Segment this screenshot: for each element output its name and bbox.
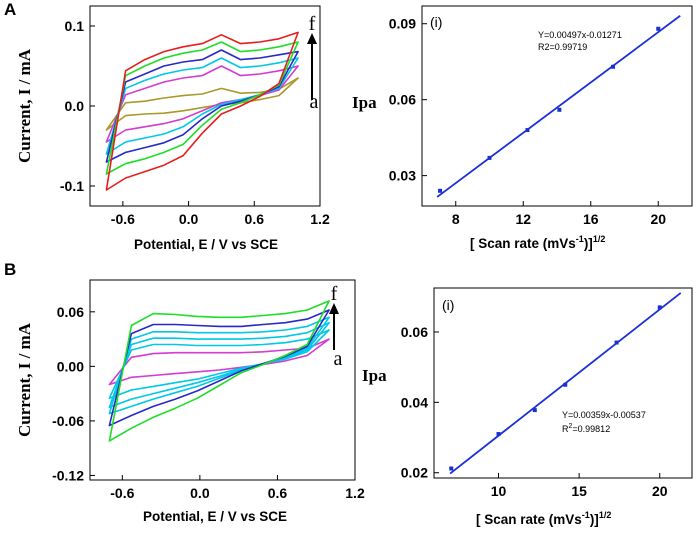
y-tick-label: 0.04 bbox=[401, 394, 428, 410]
x-tick-label: 12 bbox=[515, 211, 531, 227]
fit-r2: R2=0.99719 bbox=[538, 42, 587, 52]
data-point bbox=[614, 340, 619, 345]
y-axis-label: Current, I / mA bbox=[15, 48, 34, 163]
x-tick-label: 16 bbox=[583, 211, 599, 227]
panel-label-a: A bbox=[4, 0, 16, 19]
fit-equation: Y=0.00359x-0.00537 bbox=[562, 410, 646, 420]
data-point bbox=[487, 155, 492, 160]
y-tick-label: -0.06 bbox=[52, 413, 84, 429]
data-point bbox=[557, 107, 562, 112]
y-tick-label: 0.06 bbox=[389, 92, 416, 108]
cv-curves bbox=[105, 31, 299, 191]
cv-curve-d bbox=[105, 49, 299, 163]
data-point bbox=[496, 432, 501, 437]
cv-curve-f bbox=[108, 300, 330, 442]
data-point bbox=[656, 26, 661, 31]
x-axis-label: Potential, E / V vs SCE bbox=[143, 509, 287, 524]
cv-curve-f bbox=[105, 31, 299, 191]
x-tick-label: 20 bbox=[650, 211, 666, 227]
cv-curve-a bbox=[105, 77, 299, 131]
x-axis-label: [ Scan rate (mVs-1)]1/2 bbox=[470, 234, 605, 251]
plot-frame bbox=[433, 287, 693, 479]
x-tick-label: 0.0 bbox=[179, 211, 199, 227]
x-tick-label: 8 bbox=[452, 211, 460, 227]
panel-tag: (i) bbox=[442, 297, 454, 313]
x-tick-label: -0.6 bbox=[111, 211, 135, 227]
y-tick-label: 0.06 bbox=[57, 304, 84, 320]
y-tick-label: 0.03 bbox=[389, 168, 416, 184]
scan-label-bottom: a bbox=[334, 348, 343, 370]
chart-a-fit: 8 12 16 20 0.03 0.06 0.09 Ipa (i) Y=0.00497x-0… bbox=[352, 5, 693, 251]
x-tick-label: -0.6 bbox=[110, 485, 134, 501]
cv-curve-b bbox=[108, 329, 330, 399]
x-axis-label: [ Scan rate (mVs-1)]1/2 bbox=[476, 510, 611, 527]
x-tick-label: 0.6 bbox=[245, 211, 265, 227]
y-axis-label: Current, I / mA bbox=[15, 322, 34, 437]
axis-ticks: 8 12 16 20 0.03 0.06 0.09 bbox=[389, 16, 666, 227]
y-tick-label: 0.09 bbox=[389, 16, 416, 32]
x-axis-label: Potential, E / V vs SCE bbox=[134, 237, 278, 252]
y-tick-label: 0.0 bbox=[65, 98, 85, 114]
y-tick-label: 0.1 bbox=[65, 18, 85, 34]
scan-label-top: f bbox=[331, 283, 338, 305]
data-point bbox=[532, 408, 537, 413]
cv-curves bbox=[108, 300, 330, 442]
x-tick-label: 10 bbox=[491, 483, 507, 499]
fit-equation: Y=0.00497x-0.01271 bbox=[538, 30, 622, 40]
x-tick-label: 0.0 bbox=[190, 485, 210, 501]
data-point bbox=[611, 64, 616, 69]
axis-ticks: -0.6 0.0 0.6 1.2 0.1 0.0 -0.1 bbox=[60, 18, 330, 227]
axis-ticks: -0.6 0.0 0.6 1.2 0.06 0.00 -0.06 -0.12 bbox=[52, 304, 365, 501]
axis-ticks: 10 15 20 0.02 0.04 0.06 bbox=[401, 324, 668, 499]
arrow-head-icon bbox=[329, 303, 339, 314]
fit-r2: R2=0.99812 bbox=[562, 423, 610, 434]
y-tick-label: -0.12 bbox=[52, 467, 84, 483]
chart-b-cv: -0.6 0.0 0.6 1.2 0.06 0.00 -0.06 -0.12 Potentia… bbox=[15, 279, 365, 524]
panel-label-b: B bbox=[4, 260, 16, 279]
data-point bbox=[563, 382, 568, 387]
data-point bbox=[525, 128, 530, 133]
x-tick-label: 1.2 bbox=[345, 485, 365, 501]
cv-curve-a bbox=[108, 338, 330, 386]
y-tick-label: 0.02 bbox=[401, 465, 428, 481]
y-tick-label: 0.06 bbox=[401, 324, 428, 340]
y-axis-label: Ipa bbox=[362, 366, 387, 385]
cv-curve-e bbox=[108, 309, 330, 427]
panel-tag: (i) bbox=[430, 14, 442, 30]
fit-marks bbox=[436, 15, 681, 198]
data-point bbox=[438, 188, 443, 193]
scan-label-top: f bbox=[309, 13, 316, 35]
x-tick-label: 0.6 bbox=[268, 485, 288, 501]
scan-label-bottom: a bbox=[310, 91, 319, 113]
fit-marks bbox=[449, 292, 682, 475]
data-point bbox=[657, 305, 662, 310]
arrow-head-icon bbox=[307, 33, 317, 44]
x-tick-label: 15 bbox=[571, 483, 587, 499]
cv-curve-e bbox=[105, 41, 299, 175]
y-tick-label: -0.1 bbox=[60, 178, 84, 194]
fit-line bbox=[436, 15, 681, 198]
data-point bbox=[449, 466, 454, 471]
x-tick-label: 1.2 bbox=[310, 211, 330, 227]
plot-frame bbox=[89, 279, 356, 481]
y-axis-label: Ipa bbox=[352, 93, 377, 112]
chart-b-fit: 10 15 20 0.02 0.04 0.06 Ipa (i) Y=0.00359x-0.… bbox=[362, 287, 693, 527]
cv-curve-b bbox=[105, 65, 299, 143]
plot-frame bbox=[421, 5, 693, 207]
x-tick-label: 20 bbox=[652, 483, 668, 499]
cv-curve-d bbox=[108, 316, 330, 415]
cv-curve-c bbox=[108, 321, 330, 409]
y-tick-label: 0.00 bbox=[57, 358, 84, 374]
cv-curve-c bbox=[105, 57, 299, 155]
chart-a-cv: -0.6 0.0 0.6 1.2 0.1 0.0 -0.1 Potential, E / V… bbox=[15, 5, 330, 252]
